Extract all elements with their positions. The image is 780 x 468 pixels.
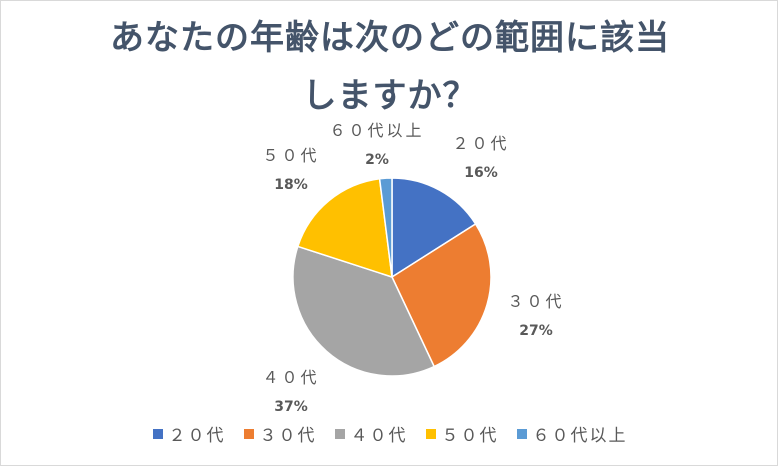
data-label-category: ５０代	[262, 146, 319, 165]
pie-slice-1	[391, 177, 477, 279]
data-label-value: 37%	[274, 399, 308, 415]
pie-slice-2	[391, 222, 492, 368]
data-label-category: ４０代	[262, 368, 319, 387]
legend-label: ２０代	[168, 426, 226, 446]
legend-label: ５０代	[441, 426, 499, 446]
data-label-4: ５０代 18%	[262, 146, 319, 193]
data-label-2: ３０代 27%	[507, 292, 564, 339]
data-label-category: ６０代以上	[329, 121, 424, 140]
legend-item-4: ５０代	[425, 421, 499, 446]
legend-swatch	[516, 428, 527, 439]
legend-swatch	[425, 428, 436, 439]
data-label-5: ６０代以上 2%	[329, 121, 424, 168]
legend-label: ６０代以上	[532, 426, 628, 446]
legend-swatch	[152, 428, 163, 439]
chart-title-line-2: しますか？	[302, 76, 478, 116]
legend-label: ３０代	[259, 426, 317, 446]
data-label-value: 16%	[464, 165, 498, 181]
data-label-value: 27%	[519, 323, 553, 339]
legend-item-1: ２０代	[152, 421, 226, 446]
legend-swatch	[334, 428, 345, 439]
legend-item-3: ４０代	[334, 421, 408, 446]
chart-legend: ２０代 ３０代 ４０代 ５０代 ６０代以上	[1, 421, 779, 446]
pie-slice-3	[292, 245, 436, 377]
data-label-value: 2%	[365, 152, 389, 168]
data-label-1: ２０代 16%	[452, 134, 509, 181]
legend-item-5: ６０代以上	[516, 421, 628, 446]
chart-title-line-1: あなたの年齢は次のどの範囲に該当	[110, 18, 670, 58]
data-label-category: ３０代	[507, 292, 564, 311]
pie-slice-4	[296, 177, 393, 279]
legend-label: ４０代	[350, 426, 408, 446]
data-label-value: 18%	[274, 177, 308, 193]
data-label-category: ２０代	[452, 134, 509, 153]
legend-swatch	[243, 428, 254, 439]
chart-title: あなたの年齢は次のどの範囲に該当 しますか？	[1, 9, 779, 125]
data-label-3: ４０代 37%	[262, 368, 319, 415]
legend-item-2: ３０代	[243, 421, 317, 446]
pie-slice-5	[378, 177, 393, 278]
